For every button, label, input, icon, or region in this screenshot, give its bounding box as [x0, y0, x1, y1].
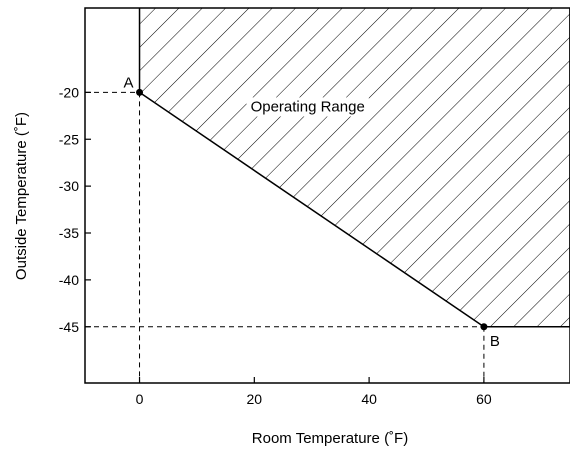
plot-frame: [84, 7, 570, 384]
y-tick-label: -45: [59, 319, 79, 335]
y-tick-label: -25: [59, 131, 79, 147]
operating-range-label-background: [246, 97, 369, 117]
x-axis-title: Room Temperature (˚F): [252, 430, 408, 447]
x-tick-label: 60: [476, 391, 492, 407]
point-b-label: B: [490, 333, 500, 350]
y-axis-title: Outside Temperature (˚F): [13, 112, 30, 280]
y-tick-label: -30: [59, 178, 79, 194]
x-tick-label: 20: [247, 391, 263, 407]
point-a-marker: [136, 88, 144, 96]
boundary-segment: [139, 91, 485, 328]
operating-range-area: [139, 8, 570, 327]
point-b-marker: [480, 323, 488, 331]
x-tick-label: 0: [136, 391, 144, 407]
operating-range-label: Operating Range: [251, 98, 365, 115]
y-tick-label: -40: [59, 272, 79, 288]
point-a-label: A: [124, 74, 134, 91]
x-tick-label: 40: [361, 391, 377, 407]
y-tick-label: -20: [59, 84, 79, 100]
axis-ticks: 0 20 40 60 -20 -25 -30 -35 -40 -45: [59, 84, 492, 407]
guide-lines: [85, 91, 485, 383]
y-tick-label: -35: [59, 225, 79, 241]
boundary-lines: [138, 8, 570, 328]
data-points: AB: [124, 74, 500, 349]
operating-range-region-layer: Operating Range: [139, 8, 570, 327]
